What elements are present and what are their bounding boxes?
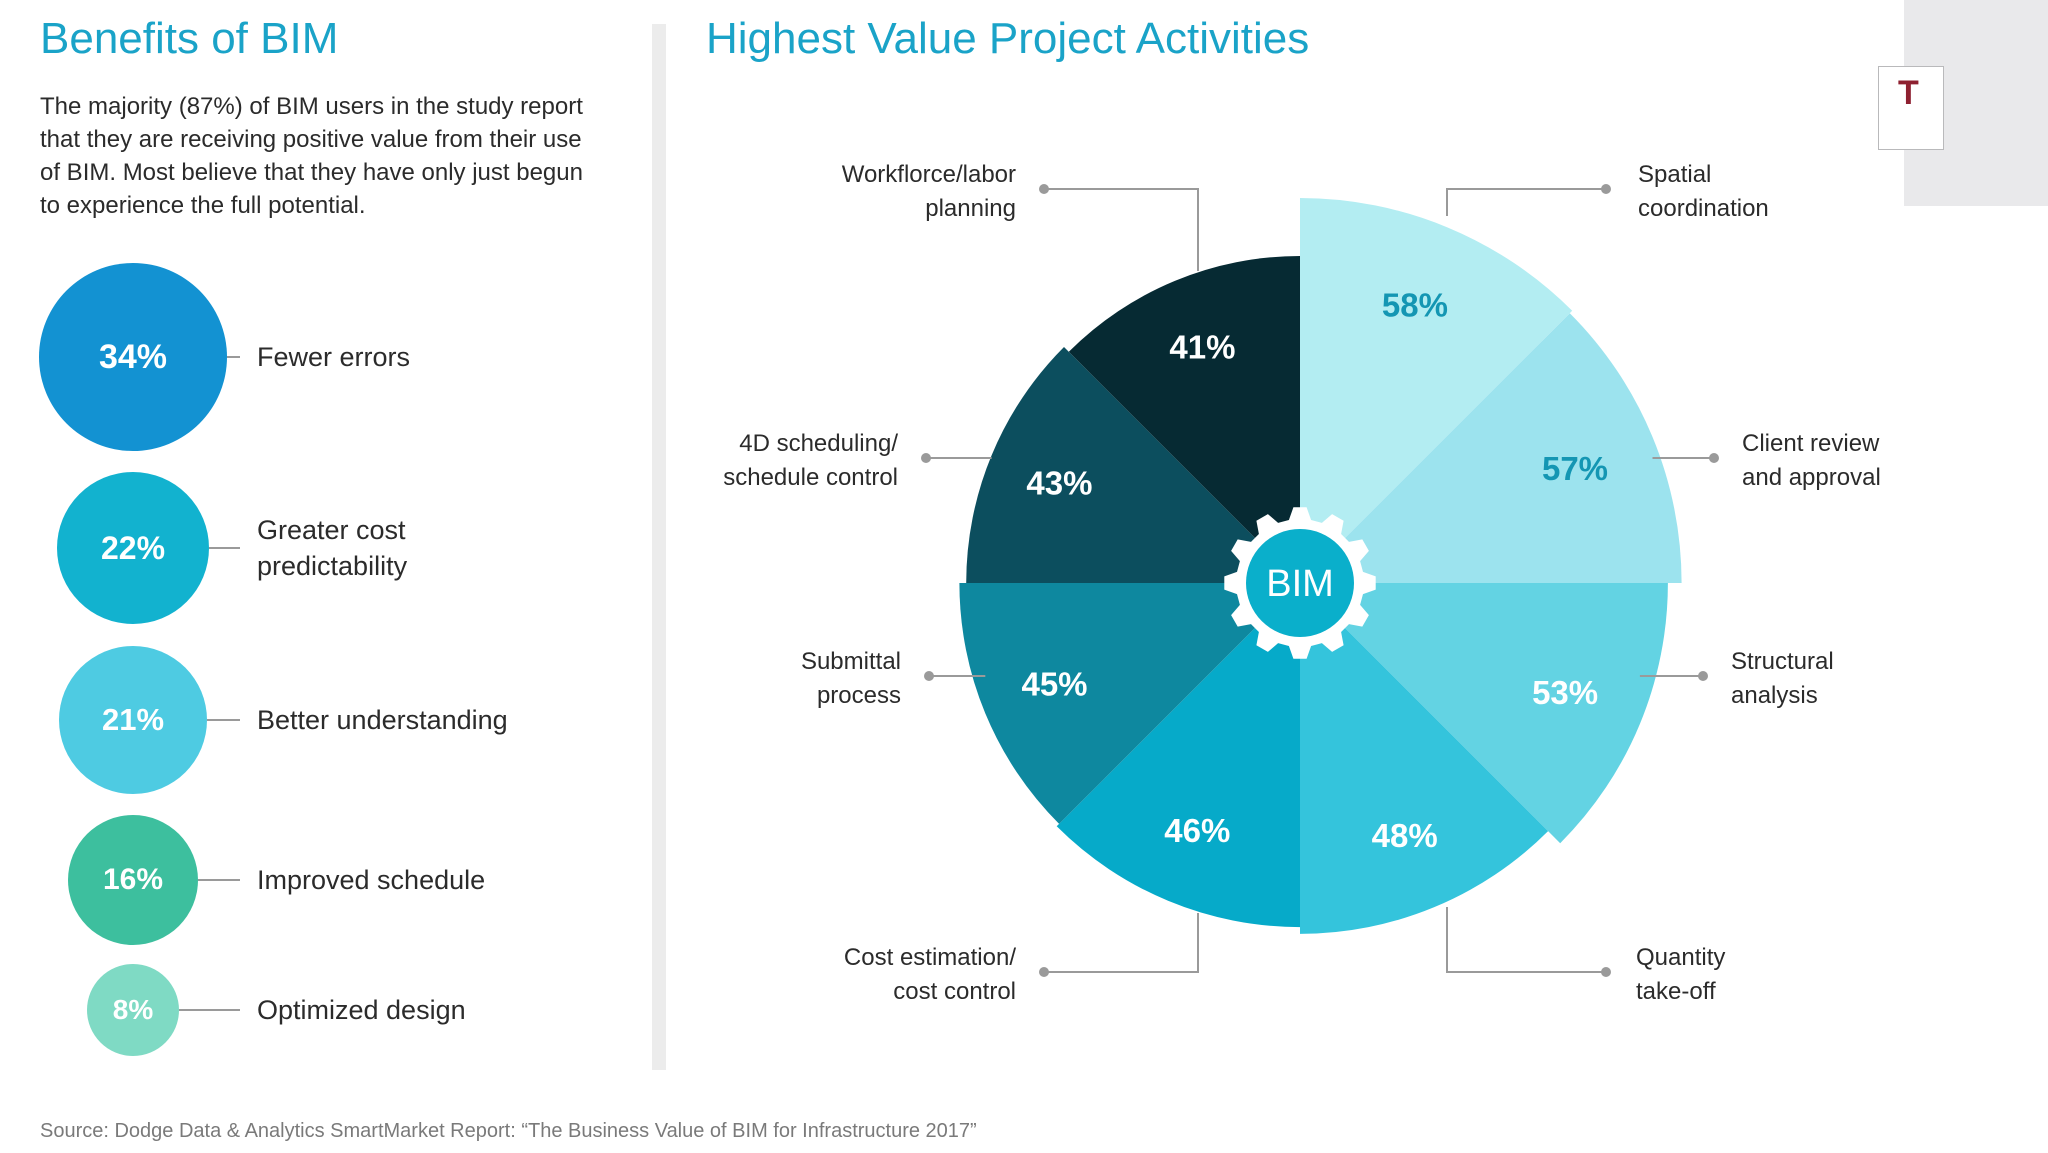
- category-label: Cost estimation/cost control: [844, 944, 1016, 1005]
- callout-line: [1446, 188, 1606, 216]
- category-label-line: take-off: [1636, 978, 1716, 1005]
- callout-dot: [1601, 967, 1611, 977]
- benefit-bubble: 8%: [87, 964, 179, 1056]
- benefit-label: Better understanding: [257, 705, 508, 735]
- callout-dot: [1039, 967, 1049, 977]
- benefit-bubble: 21%: [59, 646, 207, 794]
- category-label-line: Structural: [1731, 648, 1834, 675]
- source-note: Source: Dodge Data & Analytics SmartMark…: [40, 1120, 977, 1142]
- benefit-value: 34%: [98, 337, 168, 376]
- category-label-line: Workflorce/labor: [842, 161, 1016, 188]
- pie-slice: [1300, 583, 1668, 844]
- pie-slice: [1056, 583, 1300, 928]
- category-label-line: Spatial: [1638, 161, 1711, 188]
- pie-value-label: 53%: [1532, 674, 1598, 711]
- callout-dot: [1698, 671, 1708, 681]
- category-label-line: Client review: [1742, 430, 1880, 457]
- pie-slice: [1300, 313, 1682, 583]
- category-label-line: Submittal: [801, 648, 901, 675]
- callout-dot: [921, 453, 931, 463]
- corner-logo-card: [1878, 66, 1944, 150]
- pie-slice: [959, 583, 1300, 824]
- category-label-line: Quantity: [1636, 944, 1725, 971]
- benefit-connector: [209, 547, 240, 549]
- benefits-intro: The majority (87%) of BIM users in the s…: [40, 93, 583, 219]
- benefit-bubble: 16%: [68, 815, 198, 945]
- benefit-bubble: 22%: [57, 472, 209, 624]
- callout-line: [1044, 913, 1199, 973]
- benefits-title: Benefits of BIM: [40, 14, 339, 63]
- callout-dot: [1039, 184, 1049, 194]
- pie-value-label: 48%: [1372, 817, 1438, 854]
- pie-value-label: 58%: [1382, 287, 1448, 324]
- category-label-line: Cost estimation/: [844, 944, 1016, 971]
- center-hub: [1246, 529, 1354, 637]
- category-label-line: analysis: [1731, 682, 1818, 709]
- category-label: 4D scheduling/schedule control: [723, 430, 898, 491]
- pie-value-label: 43%: [1026, 464, 1092, 501]
- benefit-value: 8%: [112, 994, 154, 1025]
- pie-value-label: 57%: [1542, 450, 1608, 487]
- category-label: Spatial coordination: [1638, 161, 1769, 222]
- callout-dot: [924, 671, 934, 681]
- center-label: BIM: [1266, 563, 1334, 605]
- benefit-value: 16%: [102, 863, 164, 896]
- category-label: Submittal process: [801, 648, 901, 709]
- benefit-connector: [179, 1009, 240, 1011]
- pie-slice: [1068, 256, 1300, 583]
- callout-dot: [1601, 184, 1611, 194]
- category-label-line: and approval: [1742, 464, 1881, 491]
- category-label: Workflorce/labor planning: [842, 161, 1016, 222]
- callout-line: [1446, 907, 1606, 973]
- category-label-line: cost control: [893, 978, 1016, 1005]
- category-label: Quantity take-off: [1636, 944, 1725, 1005]
- category-label-line: 4D scheduling/: [739, 430, 898, 457]
- benefit-value: 21%: [101, 702, 165, 737]
- category-label: Structural analysis: [1731, 648, 1834, 709]
- benefit-label: Improved schedule: [257, 865, 486, 895]
- callout-line: [1044, 188, 1199, 271]
- pie-slice: [1300, 583, 1549, 934]
- pie-value-label: 46%: [1164, 812, 1230, 849]
- pie-value-label: 41%: [1169, 328, 1235, 365]
- benefit-connector: [207, 719, 240, 721]
- category-label: Client review and approval: [1742, 430, 1881, 491]
- section-divider: [652, 24, 666, 1070]
- benefit-label: Fewer errors: [257, 342, 411, 372]
- benefit-value: 22%: [100, 529, 166, 566]
- benefit-label: Optimized design: [257, 995, 466, 1025]
- category-label-line: process: [817, 682, 901, 709]
- pie-value-label: 45%: [1021, 666, 1087, 703]
- corner-logo-mark: T: [1898, 74, 1919, 112]
- callout-dot: [1709, 453, 1719, 463]
- chart-title: Highest Value Project Activities: [706, 14, 1310, 63]
- pie-slice: [1300, 198, 1573, 583]
- benefit-label: Greater cost predictability: [257, 515, 408, 581]
- benefit-connector: [227, 356, 240, 358]
- category-label-line: planning: [925, 195, 1016, 222]
- category-label-line: schedule control: [723, 464, 898, 491]
- benefit-bubble: 34%: [39, 263, 227, 451]
- pie-slice: [966, 347, 1300, 583]
- benefit-connector: [198, 879, 240, 881]
- category-label-line: coordination: [1638, 195, 1769, 222]
